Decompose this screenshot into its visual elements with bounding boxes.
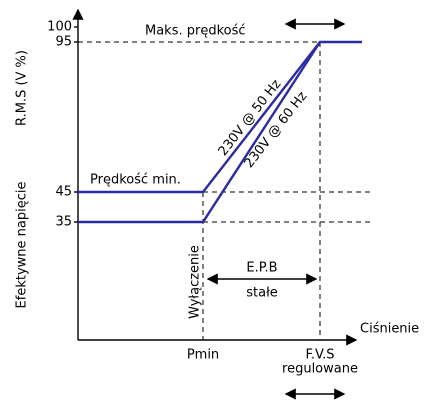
pmin-label: Pmin: [187, 348, 219, 363]
fvs-label: F.V.S: [305, 348, 334, 363]
fvs-sub-label: regulowane: [282, 362, 358, 377]
x-axis-label: Ciśnienie: [360, 322, 419, 337]
curve-50-label: 230V @ 50 Hz: [216, 77, 285, 159]
y-axis-unit: R.M.S (V %): [15, 50, 30, 126]
cutoff-label: Wyłączenie: [188, 245, 203, 319]
epb-sub-label: stałe: [246, 286, 278, 301]
y-axis-label: Efektywne napięcie: [15, 182, 30, 309]
curve-60hz: [78, 41, 322, 224]
y-tick-label: 100: [47, 20, 72, 35]
y-tick-label: 45: [55, 185, 72, 200]
curve-50hz: [78, 40, 362, 194]
epb-label: E.P.B: [246, 261, 277, 276]
min-speed-label: Prędkość min.: [90, 173, 181, 188]
max-speed-label: Maks. prędkość: [145, 24, 246, 39]
y-tick-label: 35: [55, 215, 72, 230]
y-tick-label: 95: [55, 35, 72, 50]
